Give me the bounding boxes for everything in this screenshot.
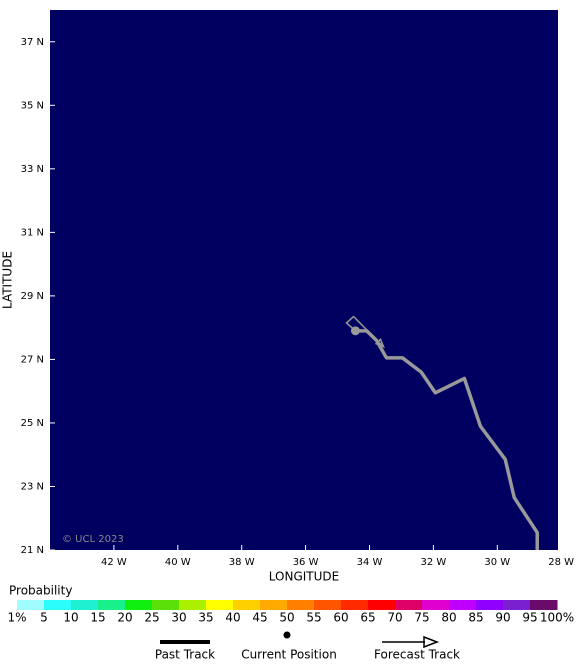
- colorbar-segment: [17, 600, 45, 610]
- colorbar-segment: [179, 600, 207, 610]
- colorbar-segment: [287, 600, 315, 610]
- colorbar-segment: [395, 600, 423, 610]
- colorbar-tick-label: 70: [387, 611, 402, 625]
- colorbar-tick-label: 45: [252, 611, 267, 625]
- colorbar-segment: [260, 600, 288, 610]
- x-axis-label: LONGITUDE: [269, 570, 339, 584]
- y-tick-label: 35 N: [21, 100, 44, 111]
- colorbar-segment: [125, 600, 153, 610]
- colorbar-segment: [422, 600, 450, 610]
- x-tick-label: 40 W: [165, 557, 191, 568]
- colorbar-tick-label: 80: [441, 611, 456, 625]
- colorbar-tick-label: 35: [198, 611, 213, 625]
- colorbar-tick-label: 40: [225, 611, 240, 625]
- colorbar-tick-label: 1%: [7, 611, 26, 625]
- legend-label: Forecast Track: [374, 648, 460, 662]
- legend-label: Past Track: [155, 648, 215, 662]
- forecast-arrowhead: [374, 337, 385, 349]
- colorbar-segment: [44, 600, 72, 610]
- y-axis-label: LATITUDE: [1, 251, 15, 309]
- legend-symbol: [283, 631, 291, 639]
- colorbar-tick-label: 10: [63, 611, 78, 625]
- colorbar-tick-label: 15: [90, 611, 105, 625]
- y-tick-label: 25 N: [21, 418, 44, 429]
- colorbar-tick-label: 50: [279, 611, 294, 625]
- colorbar-title: Probability: [9, 584, 72, 598]
- y-tick-label: 23 N: [21, 481, 44, 492]
- colorbar-segment: [233, 600, 261, 610]
- copyright: © UCL 2023: [62, 534, 124, 545]
- colorbar-tick-label: 65: [360, 611, 375, 625]
- colorbar-tick-label: 60: [333, 611, 348, 625]
- colorbar-segment: [476, 600, 504, 610]
- x-tick-label: 28 W: [548, 557, 574, 568]
- colorbar-tick-label: 25: [144, 611, 159, 625]
- colorbar-segment: [503, 600, 531, 610]
- colorbar-tick-label: 90: [495, 611, 510, 625]
- y-tick-label: 27 N: [21, 354, 44, 365]
- colorbar-segment: [71, 600, 99, 610]
- colorbar-tick-label: 100%: [540, 611, 574, 625]
- colorbar-segment: [368, 600, 396, 610]
- colorbar-segment: [152, 600, 180, 610]
- y-tick-label: 33 N: [21, 164, 44, 175]
- x-tick-label: 32 W: [420, 557, 446, 568]
- colorbar-tick-label: 75: [414, 611, 429, 625]
- colorbar-tick-label: 20: [117, 611, 132, 625]
- x-tick-label: 36 W: [293, 557, 319, 568]
- colorbar-tick-label: 30: [171, 611, 186, 625]
- forecast-track: [345, 315, 385, 348]
- map-background: [50, 10, 558, 550]
- x-tick-label: 42 W: [101, 557, 127, 568]
- colorbar-segment: [206, 600, 234, 610]
- colorbar-segment: [530, 600, 558, 610]
- colorbar-tick-label: 95: [522, 611, 537, 625]
- y-tick-label: 31 N: [21, 227, 44, 238]
- x-tick-label: 30 W: [484, 557, 510, 568]
- y-tick-label: 37 N: [21, 37, 44, 48]
- colorbar-tick-label: 55: [306, 611, 321, 625]
- legend-label: Current Position: [241, 648, 337, 662]
- y-tick-label: 29 N: [21, 291, 44, 302]
- colorbar-tick-label: 5: [40, 611, 48, 625]
- y-tick-label: 21 N: [21, 545, 44, 556]
- colorbar-segment: [341, 600, 369, 610]
- colorbar-segment: [98, 600, 126, 610]
- colorbar-tick-label: 85: [468, 611, 483, 625]
- legend-symbol: [423, 635, 440, 649]
- colorbar-segment: [314, 600, 342, 610]
- x-tick-label: 34 W: [357, 557, 383, 568]
- colorbar-segment: [449, 600, 477, 610]
- x-tick-label: 38 W: [229, 557, 255, 568]
